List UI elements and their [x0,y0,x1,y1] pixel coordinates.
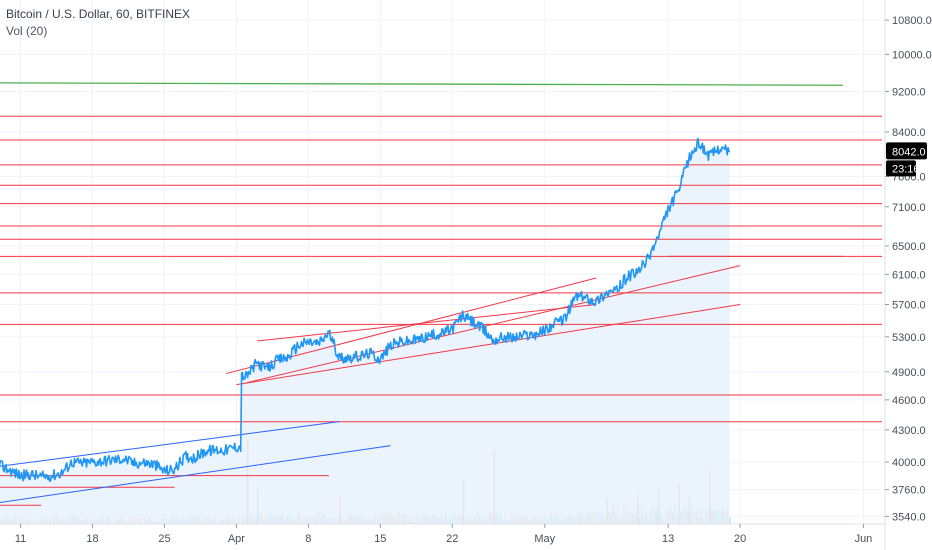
price-area-fill [0,138,730,524]
last-price-badge[interactable] [886,142,927,160]
countdown-badge [886,160,916,177]
time-tick-label: 8 [305,533,311,545]
time-tick-label: 25 [158,533,170,545]
price-tick-label: 9200.0 [892,86,926,98]
time-tick-label: 18 [86,533,98,545]
price-tick-label: 3540.0 [892,511,926,523]
channel-line-red[interactable] [246,265,741,384]
price-axis-background [885,0,932,550]
price-tick-label: 6100.0 [892,269,926,281]
target-line-green[interactable] [0,82,843,86]
price-tick-label: 7100.0 [892,202,926,214]
price-tick-label: 5300.0 [892,332,926,344]
trend-line-blue[interactable] [0,445,391,504]
time-tick-label: 22 [446,533,458,545]
price-series [0,137,730,482]
price-tick-label: 4300.0 [892,425,926,437]
chart-title[interactable]: Bitcoin / U.S. Dollar, 60, BITFINEX [6,7,191,21]
time-tick-label: 20 [734,533,746,545]
time-tick-label: 15 [374,533,386,545]
volume-indicator-label[interactable]: Vol (20) [6,24,48,38]
price-tick-label: 10000.0 [892,49,932,61]
price-tick-label: 4900.0 [892,367,926,379]
price-tick-label: 6500.0 [892,241,926,253]
price-tick-label: 4000.0 [892,457,926,469]
time-tick-label: 13 [662,533,674,545]
time-tick-label: Apr [228,533,245,545]
price-line[interactable] [0,137,730,482]
time-tick-label: Jun [855,533,873,545]
price-tick-label: 8400.0 [892,127,926,139]
chart-legend: Bitcoin / U.S. Dollar, 60, BITFINEX Vol … [6,6,190,40]
trend-line-blue[interactable] [0,421,340,468]
countdown-label: 23:16 [892,163,920,175]
time-tick-label: May [534,533,555,545]
last-price-label: 8042.0 [892,146,926,158]
channel-line-red[interactable] [256,303,597,342]
price-tick-label: 3760.0 [892,485,926,497]
time-axis-background [0,524,885,550]
channel-line-red[interactable] [236,303,741,386]
drawings [0,82,882,506]
price-tick-label: 10800.0 [892,15,932,27]
price-area [0,138,730,524]
time-tick-label: 11 [15,533,26,545]
price-tick-label: 5700.0 [892,299,926,311]
price-tick-label: 4600.0 [892,395,926,407]
